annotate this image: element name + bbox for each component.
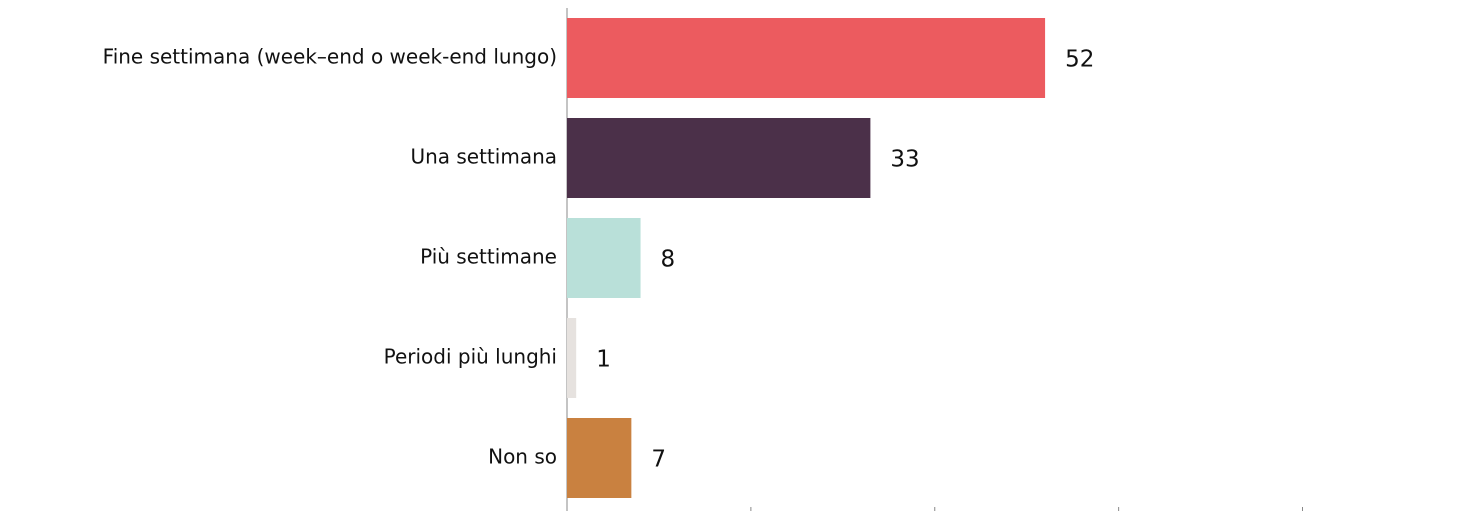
value-label: 33 <box>890 147 919 173</box>
category-label: Più settimane <box>420 245 557 269</box>
value-label: 1 <box>596 347 611 373</box>
value-label: 52 <box>1065 47 1094 73</box>
bar <box>567 18 1046 98</box>
bar <box>567 118 871 198</box>
bar <box>567 418 632 498</box>
value-label: 8 <box>661 247 676 273</box>
bar <box>567 318 577 398</box>
category-label: Una settimana <box>410 145 557 169</box>
bar <box>567 218 641 298</box>
category-label: Fine settimana (week–end o week-end lung… <box>103 45 557 69</box>
value-label: 7 <box>651 447 666 473</box>
category-label: Periodi più lunghi <box>384 345 557 369</box>
category-label: Non so <box>488 445 557 469</box>
